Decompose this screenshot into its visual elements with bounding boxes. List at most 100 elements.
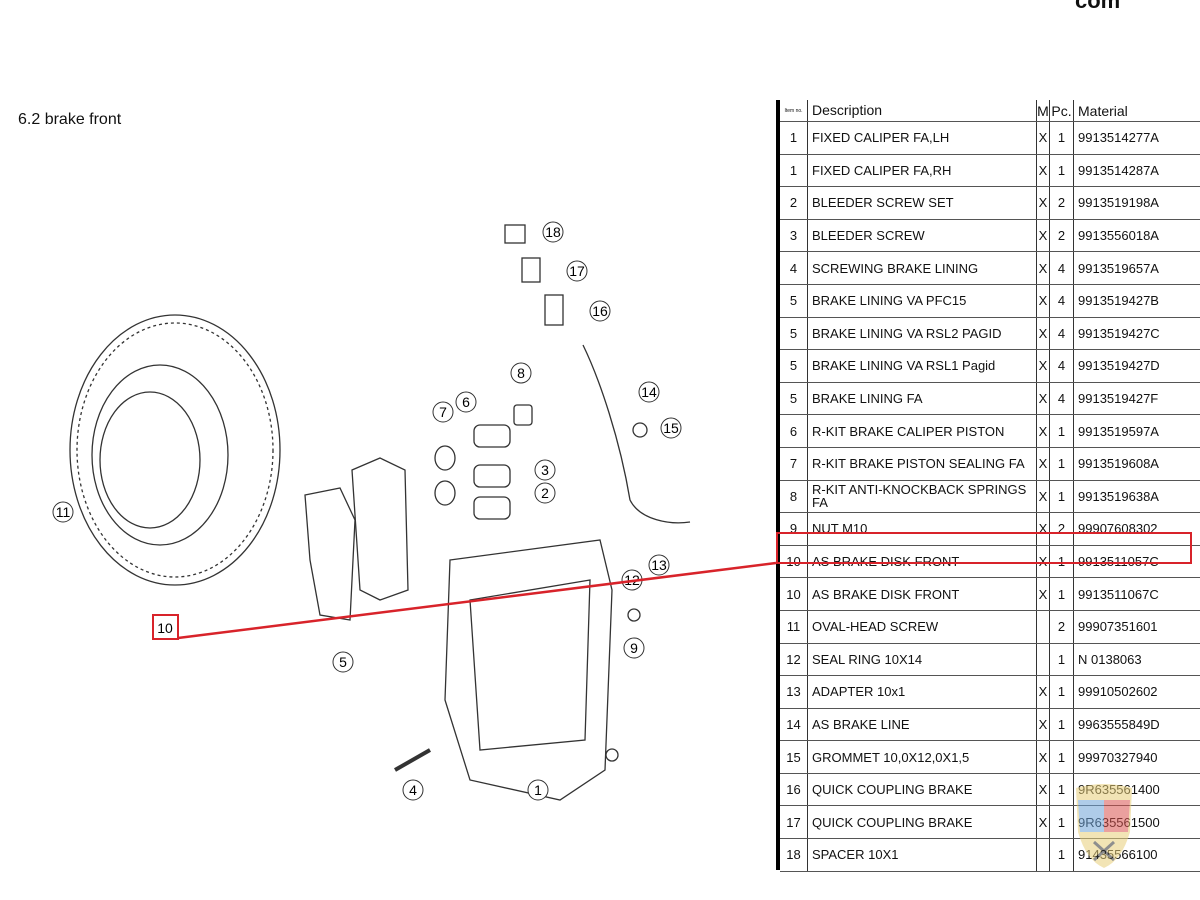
cell-m: X [1037,252,1050,284]
callout-circle-14 [638,381,660,403]
parts-table: Item no. Description M Pc. Material 1 FIX… [776,100,1200,872]
cell-material: N 0138063 [1078,651,1142,667]
cell-pc: 1 [1050,839,1074,871]
cell-m: X [1037,284,1050,317]
cell-item: 15 [780,741,808,773]
table-row: 15 GROMMET 10,0X12,0X1,5 X 1 99970327940 [780,741,1200,774]
brake-disk [69,314,281,586]
cell-pc: 4 [1050,284,1074,317]
cell-description: BRAKE LINING VA RSL2 PAGID [808,317,1037,350]
callout-circle-8 [510,362,532,384]
cell-item: 10 [780,578,808,610]
table-row: 8 R-KIT ANTI-KNOCKBACK SPRINGS FA X 1 991351… [780,480,1200,514]
cell-item: 8 [780,480,808,513]
cell-m: X [1037,513,1050,545]
cell-pc: 4 [1050,382,1074,415]
cell-material: 9913519608A [1078,456,1159,472]
cell-description: AS BRAKE DISK FRONT [808,578,1037,610]
cell-item: 5 [780,317,808,350]
cell-material: 9913519638A [1078,488,1159,504]
cell-pc: 1 [1050,447,1074,480]
callout-label-17: 17 [569,263,585,279]
cell-description: AS BRAKE DISK FRONT [808,545,1037,578]
cell-item: 9 [780,513,808,545]
cell-item: 3 [780,219,808,252]
cell-item: 11 [780,610,808,643]
cell-pc: 4 [1050,252,1074,284]
table-row: 10 AS BRAKE DISK FRONT X 1 9913511067C [780,578,1200,611]
brake-line [504,224,691,524]
pistons [434,404,533,520]
cell-pc: 1 [1050,773,1074,806]
callout-circle-13 [648,554,670,576]
callout-label-14: 14 [641,384,657,400]
callout-label-5: 5 [339,654,347,670]
cell-pc: 1 [1050,545,1074,578]
cell-m: X [1037,806,1050,839]
table-row: 7 R-KIT BRAKE PISTON SEALING FA X 1 99135196… [780,447,1200,481]
callout-label-6: 6 [462,394,470,410]
callout-circle-3 [534,459,556,481]
cell-pc: 1 [1050,154,1074,187]
cell-pc: 2 [1050,610,1074,643]
cell-item: 18 [780,839,808,871]
cell-item: 2 [780,187,808,219]
callout-circle-11 [52,501,74,523]
table-row: 1 FIXED CALIPER FA,LH X 1 9913514277A [780,122,1200,155]
table-header: Item no. Description M Pc. Material [780,100,1200,122]
callout-label-4: 4 [409,782,417,798]
table-row: 6 R-KIT BRAKE CALIPER PISTON X 1 9913519597A [780,415,1200,448]
cell-material: 9913519657A [1078,260,1159,276]
header-m: M [1037,100,1050,121]
callout-label-7: 7 [439,404,447,420]
cell-material: 9913519427B [1078,293,1159,309]
cell-item: 10 [780,545,808,578]
table-row: 3 BLEEDER SCREW X 2 9913556018A [780,219,1200,253]
callout-circle-18 [542,221,564,243]
cell-description: R-KIT BRAKE CALIPER PISTON [808,415,1037,447]
cell-m: X [1037,317,1050,350]
callout-label-2: 2 [541,485,549,501]
cell-description: FIXED CALIPER FA,LH [808,122,1037,154]
callout-label-15: 15 [663,420,679,436]
cell-pc: 2 [1050,187,1074,219]
cell-material: 9913519198A [1078,195,1159,211]
cell-pc: 1 [1050,480,1074,513]
cell-item: 1 [780,154,808,187]
table-row: 10 AS BRAKE DISK FRONT X 1 9913511057C [780,545,1200,579]
cell-material: 9913514287A [1078,162,1159,178]
cell-m: X [1037,545,1050,578]
section-title: 6.2 brake front [18,111,122,128]
cell-description: R-KIT BRAKE PISTON SEALING FA [808,447,1037,480]
callout-circle-4 [402,779,424,801]
cell-item: 5 [780,350,808,382]
table-row: 4 SCREWING BRAKE LINING X 4 9913519657A [780,252,1200,285]
cell-description: BLEEDER SCREW [808,219,1037,252]
cell-description: SCREWING BRAKE LINING [808,252,1037,284]
callout-label-11: 11 [56,504,71,520]
cell-m [1037,610,1050,643]
cell-item: 13 [780,676,808,708]
table-row: 5 BRAKE LINING FA X 4 9913519427F [780,382,1200,416]
callout-circle-5 [332,651,354,673]
cell-m: X [1037,350,1050,382]
cell-item: 7 [780,447,808,480]
callout-label-18: 18 [545,224,561,240]
cell-pc: 4 [1050,317,1074,350]
cell-m [1037,839,1050,871]
header-pc: Pc. [1050,100,1074,121]
table-row: 1 FIXED CALIPER FA,RH X 1 9913514287A [780,154,1200,188]
cell-m: X [1037,122,1050,154]
table-row: 5 BRAKE LINING VA RSL2 PAGID X 4 9913519427C [780,317,1200,351]
cell-description: FIXED CALIPER FA,RH [808,154,1037,187]
table-row: 5 BRAKE LINING VA RSL1 Pagid X 4 9913519427D [780,350,1200,383]
brake-caliper [444,539,613,801]
header-item: Item no. [780,100,808,121]
cell-description: OVAL-HEAD SCREW [808,610,1037,643]
table-row: 11 OVAL-HEAD SCREW 2 99907351601 [780,610,1200,644]
cell-description: BRAKE LINING VA PFC15 [808,284,1037,317]
callout-circle-1 [527,779,549,801]
callout-label-16: 16 [592,303,608,319]
header-description: Description [808,100,1037,121]
cell-pc: 1 [1050,708,1074,741]
